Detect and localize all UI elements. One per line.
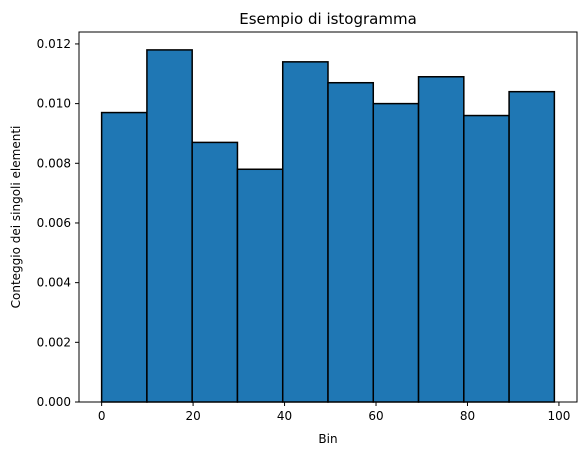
y-tick-label: 0.006 bbox=[37, 216, 71, 230]
chart-title: Esempio di istogramma bbox=[239, 10, 417, 28]
histogram-bar-5 bbox=[281, 61, 329, 403]
y-axis-label: Conteggio dei singoli elementi bbox=[9, 126, 23, 309]
bars-group bbox=[100, 49, 556, 403]
x-tick-label: 0 bbox=[98, 409, 106, 423]
y-tick-label: 0.004 bbox=[37, 276, 71, 290]
histogram-bar-7 bbox=[372, 102, 420, 403]
x-tick-label: 40 bbox=[277, 409, 292, 423]
histogram-bar-6 bbox=[327, 81, 375, 403]
y-tick-label: 0.012 bbox=[37, 37, 71, 51]
y-tick-label: 0.000 bbox=[37, 395, 71, 409]
histogram-bar-2 bbox=[146, 49, 193, 403]
histogram-bar-10 bbox=[508, 90, 556, 403]
histogram-bar-8 bbox=[417, 76, 465, 403]
y-tick-label: 0.008 bbox=[37, 156, 71, 170]
histogram-bar-3 bbox=[191, 141, 239, 403]
x-tick-label: 20 bbox=[185, 409, 200, 423]
y-axis-ticks: 0.000 0.002 0.004 0.006 0.008 0.010 0.012 bbox=[37, 37, 79, 409]
x-axis-ticks: 0 20 40 60 80 100 bbox=[98, 402, 570, 423]
y-tick-label: 0.002 bbox=[37, 335, 71, 349]
plot-frame bbox=[78, 31, 578, 403]
histogram-bar-9 bbox=[463, 114, 510, 403]
x-tick-label: 60 bbox=[368, 409, 383, 423]
y-tick-label: 0.010 bbox=[37, 97, 71, 111]
histogram-bar-1 bbox=[100, 111, 148, 403]
x-tick-label: 100 bbox=[547, 409, 570, 423]
histogram-bar-4 bbox=[236, 168, 284, 403]
x-tick-label: 80 bbox=[460, 409, 475, 423]
x-axis-label: Bin bbox=[318, 432, 337, 446]
